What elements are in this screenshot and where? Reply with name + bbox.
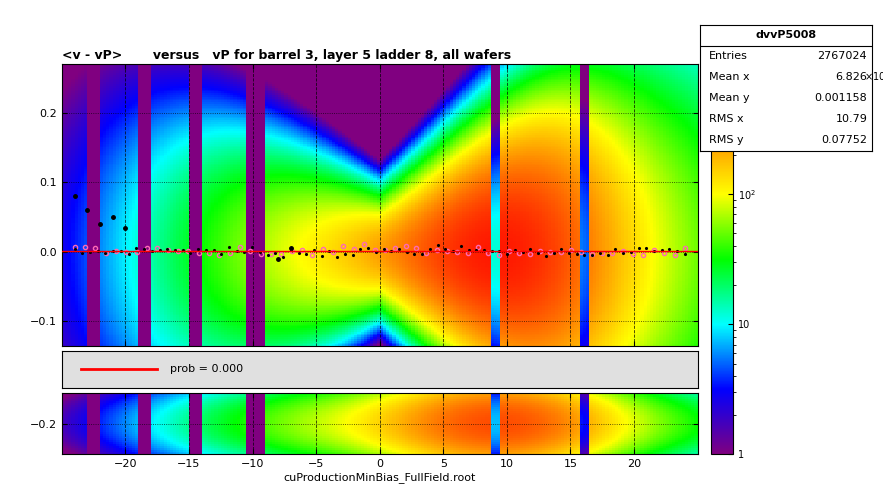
Text: dvvP5008: dvvP5008 <box>756 30 817 40</box>
Text: Mean x: Mean x <box>709 72 750 82</box>
X-axis label: cuProductionMinBias_FullField.root: cuProductionMinBias_FullField.root <box>283 472 476 483</box>
Text: 10.79: 10.79 <box>835 114 867 124</box>
Text: <v - vP>       versus   vP for barrel 3, layer 5 ladder 8, all wafers: <v - vP> versus vP for barrel 3, layer 5… <box>62 49 511 62</box>
Text: 6.826: 6.826 <box>835 72 867 82</box>
Text: RMS x: RMS x <box>709 114 743 124</box>
Text: 2767024: 2767024 <box>818 51 867 61</box>
Text: RMS y: RMS y <box>709 135 743 145</box>
Text: Mean y: Mean y <box>709 93 750 103</box>
Text: Entries: Entries <box>709 51 748 61</box>
Text: $\times10^3$: $\times10^3$ <box>864 70 883 83</box>
Text: 0.001158: 0.001158 <box>814 93 867 103</box>
Text: 0.07752: 0.07752 <box>821 135 867 145</box>
Text: prob = 0.000: prob = 0.000 <box>170 364 243 374</box>
